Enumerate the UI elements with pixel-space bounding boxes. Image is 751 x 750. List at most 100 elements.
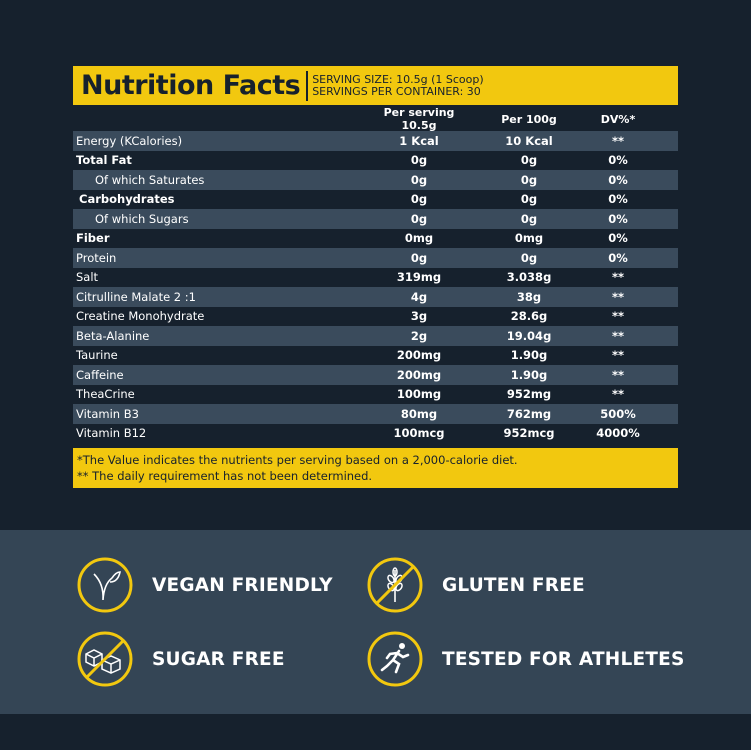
- per-100g-value: 952mg: [506, 387, 552, 402]
- table-row: Total Fat 0g 0g 0%: [73, 151, 678, 171]
- dv-value: **: [611, 309, 625, 324]
- dv-value: 500%: [600, 406, 636, 421]
- per-serving-value: 319mg: [396, 270, 442, 285]
- table-row: Of which Sugars 0g 0g 0%: [73, 209, 678, 229]
- dv-value: **: [611, 387, 625, 402]
- per-100g-value: 10 Kcal: [505, 133, 553, 148]
- nutrient-name: Vitamin B12: [76, 426, 147, 441]
- table-row: Energy (KCalories) 1 Kcal 10 Kcal **: [73, 131, 678, 151]
- table-row: Vitamin B3 80mg 762mg 500%: [73, 404, 678, 424]
- per-serving-value: 100mcg: [393, 426, 445, 441]
- leaf-icon: [77, 557, 133, 613]
- per-100g-value: 3.038g: [506, 270, 552, 285]
- nutrient-name: Taurine: [76, 348, 118, 363]
- per-100g-value: 1.90g: [510, 348, 548, 363]
- badge-gluten-free: GLUTEN FREE: [366, 556, 585, 614]
- per-100g-value: 0g: [520, 192, 538, 207]
- per-serving-value: 80mg: [400, 406, 438, 421]
- col-dv: DV%*: [600, 112, 636, 126]
- per-100g-value: 0mg: [514, 231, 544, 246]
- per-serving-value: 0g: [410, 192, 428, 207]
- nutrient-name: Energy (KCalories): [76, 133, 183, 148]
- badge-sugar-free: SUGAR FREE: [76, 630, 285, 688]
- nutrient-name: Creatine Monohydrate: [76, 309, 205, 324]
- nutrient-name: Of which Saturates: [95, 172, 205, 187]
- per-serving-value: 4g: [410, 289, 428, 304]
- col-per-serving: Per serving 10.5g: [383, 106, 455, 132]
- dv-value: **: [611, 133, 625, 148]
- col-per-100g: Per 100g: [501, 112, 557, 126]
- nutrient-name: Of which Sugars: [95, 211, 189, 226]
- nutrient-name: Vitamin B3: [76, 406, 139, 421]
- nutrient-name: Citrulline Malate 2 :1: [76, 289, 196, 304]
- table-row: TheaCrine 100mg 952mg **: [73, 385, 678, 405]
- serving-size: SERVING SIZE: 10.5g (1 Scoop): [312, 72, 484, 86]
- per-serving-value: 3g: [410, 309, 428, 324]
- per-100g-value: 0g: [520, 250, 538, 265]
- table-row: Vitamin B12 100mcg 952mcg 4000%: [73, 424, 678, 444]
- table-row: Caffeine 200mg 1.90g **: [73, 365, 678, 385]
- dv-value: **: [611, 348, 625, 363]
- badge-label: TESTED FOR ATHLETES: [442, 648, 685, 670]
- table-row: Protein 0g 0g 0%: [73, 248, 678, 268]
- table-row: Citrulline Malate 2 :1 4g 38g **: [73, 287, 678, 307]
- servings-per-container: SERVINGS PER CONTAINER: 30: [312, 84, 481, 98]
- nutrient-name: TheaCrine: [76, 387, 135, 402]
- table-row: Beta-Alanine 2g 19.04g **: [73, 326, 678, 346]
- runner-icon: [367, 631, 423, 687]
- per-100g-value: 19.04g: [506, 328, 552, 343]
- sugar-cubes-crossed-icon: [77, 631, 133, 687]
- badge-label: GLUTEN FREE: [442, 574, 585, 596]
- footnotes: *The Value indicates the nutrients per s…: [73, 448, 678, 488]
- footnote-2: ** The daily requirement has not been de…: [77, 469, 373, 483]
- table-row: Fiber 0mg 0mg 0%: [73, 229, 678, 249]
- dv-value: 0%: [608, 250, 628, 265]
- per-serving-value: 0g: [410, 153, 428, 168]
- per-serving-value: 0g: [410, 250, 428, 265]
- page-title: Nutrition Facts: [81, 70, 309, 101]
- nutrient-name: Caffeine: [76, 367, 124, 382]
- dv-value: 0%: [608, 231, 628, 246]
- per-serving-value: 100mg: [396, 387, 442, 402]
- badge-label: SUGAR FREE: [152, 648, 285, 670]
- dv-value: **: [611, 367, 625, 382]
- per-serving-value: 0mg: [404, 231, 434, 246]
- per-100g-value: 1.90g: [510, 367, 548, 382]
- nutrient-name: Salt: [76, 270, 99, 285]
- dv-value: 0%: [608, 153, 628, 168]
- dv-value: **: [611, 270, 625, 285]
- per-100g-value: 0g: [520, 172, 538, 187]
- nutrient-name: Total Fat: [76, 153, 132, 168]
- column-headers: Per serving 10.5g Per 100g DV%*: [73, 106, 678, 132]
- wheat-crossed-icon: [367, 557, 423, 613]
- per-100g-value: 762mg: [506, 406, 552, 421]
- nutrient-name: Fiber: [76, 231, 110, 246]
- per-100g-value: 38g: [516, 289, 542, 304]
- per-serving-value: 0g: [410, 172, 428, 187]
- per-100g-value: 952mcg: [503, 426, 555, 441]
- table-row: Taurine 200mg 1.90g **: [73, 346, 678, 366]
- dv-value: 0%: [608, 211, 628, 226]
- badge-tested-athletes: TESTED FOR ATHLETES: [366, 630, 684, 688]
- dv-value: **: [611, 328, 625, 343]
- per-serving-value: 200mg: [396, 367, 442, 382]
- per-serving-value: 200mg: [396, 348, 442, 363]
- dv-value: 0%: [608, 192, 628, 207]
- table-row: Of which Saturates 0g 0g 0%: [73, 170, 678, 190]
- dv-value: **: [611, 289, 625, 304]
- badge-label: VEGAN FRIENDLY: [152, 574, 333, 596]
- badges-band: [0, 530, 751, 714]
- nutrient-name: Protein: [76, 250, 117, 265]
- footnote-1: *The Value indicates the nutrients per s…: [77, 453, 518, 467]
- per-serving-value: 1 Kcal: [399, 133, 439, 148]
- badge-vegan: VEGAN FRIENDLY: [76, 556, 333, 614]
- table-row: Creatine Monohydrate 3g 28.6g **: [73, 307, 678, 327]
- per-100g-value: 28.6g: [510, 309, 548, 324]
- per-serving-value: 0g: [410, 211, 428, 226]
- table-row: Carbohydrates 0g 0g 0%: [73, 190, 678, 210]
- dv-value: 4000%: [596, 426, 640, 441]
- nutrition-header: Nutrition Facts SERVING SIZE: 10.5g (1 S…: [73, 66, 678, 105]
- dv-value: 0%: [608, 172, 628, 187]
- table-row: Salt 319mg 3.038g **: [73, 268, 678, 288]
- nutrition-facts-panel: Nutrition Facts SERVING SIZE: 10.5g (1 S…: [73, 66, 678, 488]
